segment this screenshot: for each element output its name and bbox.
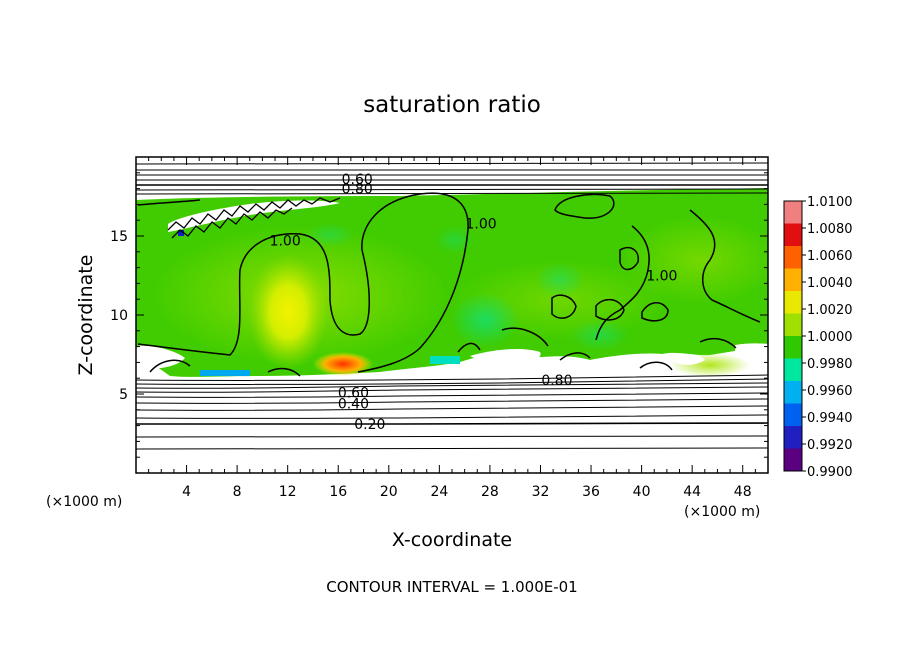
contour-label: 0.40: [338, 396, 369, 412]
colorbar-swatch: [784, 313, 802, 337]
unsaturated-gap: [136, 345, 185, 369]
colorbar-swatch: [784, 426, 802, 449]
cyan-spot: [430, 356, 460, 364]
y-axis-label: Z-coordinate: [75, 255, 97, 376]
colorbar-tick-label: 0.9920: [807, 438, 853, 453]
colorbar-swatch: [784, 336, 802, 359]
colorbar-swatch: [784, 403, 802, 427]
x-unit-right: (×1000 m): [684, 504, 760, 520]
colorbar-swatch: [784, 268, 802, 292]
x-unit-left: (×1000 m): [46, 494, 122, 510]
colorbar-tick-label: 0.9960: [807, 384, 853, 399]
x-tick-label: 12: [279, 484, 297, 500]
x-tick-label: 28: [481, 484, 499, 500]
x-tick-label: 44: [683, 484, 701, 500]
y-tick-label: 15: [110, 229, 128, 245]
orange-spot: [313, 352, 373, 376]
contour-label: 0.80: [342, 182, 373, 198]
x-tick-label: 24: [430, 484, 448, 500]
y-tick-label: 10: [110, 308, 128, 324]
colorbar-swatch: [784, 358, 802, 382]
cyan-patch: [450, 292, 520, 348]
colorbar-tick-label: 0.9980: [807, 357, 853, 372]
plot-area: 0.200.400.600.801.001.001.000.600.80: [136, 162, 768, 450]
contour-label: 1.00: [465, 216, 496, 232]
x-tick-label: 36: [582, 484, 600, 500]
cyan-patch: [535, 262, 585, 298]
contour-label: 0.60: [342, 172, 373, 188]
colorbar-swatch: [784, 291, 802, 314]
colorbar-tick-label: 1.0020: [807, 303, 853, 318]
x-tick-label: 48: [734, 484, 752, 500]
x-tick-label: 4: [182, 484, 191, 500]
lime-patch: [620, 215, 768, 305]
y-axis: 5 10 15: [110, 172, 768, 458]
x-axis-label: X-coordinate: [392, 529, 512, 551]
unsaturated-gap: [675, 354, 705, 365]
colorbar: 1.0100 1.0080 1.0060 1.0040 1.0020 1.0000 0.99…: [783, 195, 853, 480]
colorbar-tick-label: 0.9940: [807, 411, 853, 426]
x-tick-label: 32: [532, 484, 550, 500]
blue-spot: [200, 370, 250, 376]
blue-spot: [178, 230, 184, 236]
colorbar-tick-label: 0.9900: [807, 465, 853, 480]
x-axis: 4 8 12 16 20 24 28 32 36 40 44 48: [148, 157, 756, 500]
unsaturated-gap: [600, 359, 648, 371]
colorbar-tick-label: 1.0100: [807, 195, 853, 210]
contour-label: 1.00: [270, 234, 301, 250]
cyan-patch: [305, 223, 355, 247]
x-tick-label: 16: [329, 484, 347, 500]
colorbar-swatch: [784, 246, 802, 269]
x-tick-label: 20: [380, 484, 398, 500]
colorbar-swatch: [784, 223, 802, 247]
unsaturated-gap: [470, 349, 541, 366]
colorbar-tick-label: 1.0040: [807, 276, 853, 291]
unsaturated-gap: [168, 200, 340, 232]
contour-label: 0.20: [354, 417, 385, 433]
cyan-patch: [570, 319, 630, 351]
x-tick-label: 8: [233, 484, 242, 500]
colorbar-swatch: [784, 448, 802, 472]
colorbar-tick-label: 1.0080: [807, 222, 853, 237]
contour-lines: [136, 162, 768, 450]
contour-label: 0.80: [541, 373, 572, 389]
colorbar-tick-label: 1.0060: [807, 249, 853, 264]
colorbar-swatch: [784, 201, 802, 224]
contour-label: 0.60: [338, 385, 369, 401]
chart-title: saturation ratio: [363, 92, 541, 118]
x-tick-label: 40: [633, 484, 651, 500]
y-tick-label: 5: [119, 387, 128, 403]
supersaturated-core: [248, 254, 328, 370]
contour-interval-note: CONTOUR INTERVAL = 1.000E-01: [326, 578, 577, 596]
colorbar-swatch: [784, 381, 802, 404]
contour-label: 1.00: [646, 269, 677, 285]
unsaturated-gap: [735, 343, 768, 370]
colorbar-tick-label: 1.0000: [807, 330, 853, 345]
contour-labels: 0.200.400.600.801.001.001.000.600.80: [270, 172, 678, 433]
